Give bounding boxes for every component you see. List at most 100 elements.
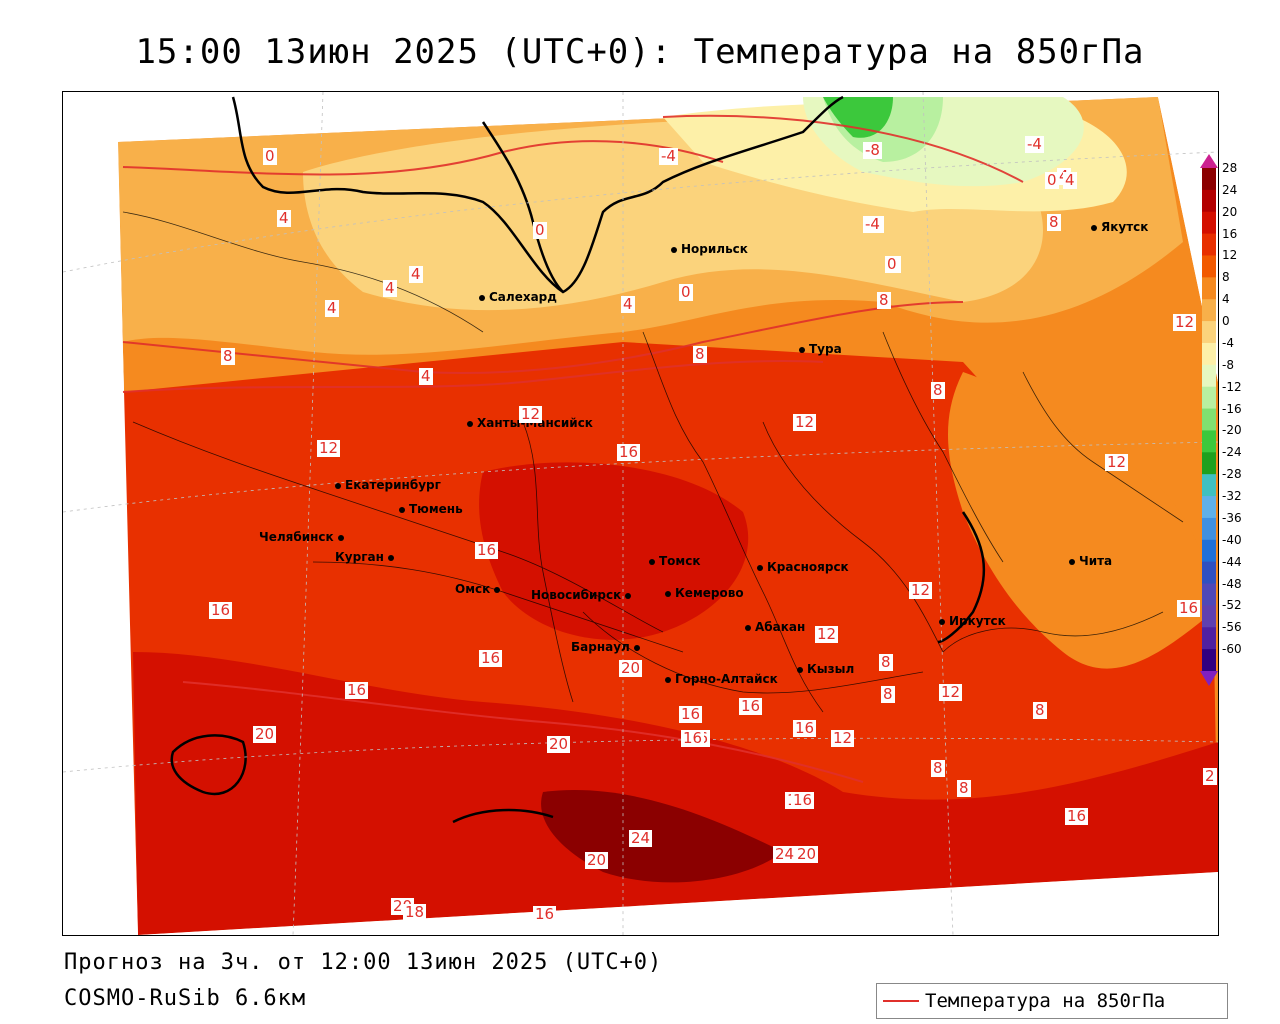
city-marker-icon <box>479 294 485 301</box>
contour-label: -4 <box>863 215 882 233</box>
colorbar-segment <box>1202 496 1216 519</box>
contour-label: 0 <box>263 147 277 165</box>
contour-label: 16 <box>475 541 499 559</box>
map-area[interactable]: Якутск Норильск Салехард Тура Ханты-Манс… <box>62 91 1219 936</box>
contour-label: 20 <box>619 659 643 677</box>
colorbar-segments <box>1202 168 1216 672</box>
city-marker-icon <box>625 592 632 599</box>
city-kurgan: Курган <box>335 550 398 564</box>
colorbar-tick-label: -60 <box>1222 642 1242 657</box>
contour-label: 16 <box>793 719 817 737</box>
colorbar-segment <box>1202 649 1216 672</box>
city-irkutsk: Иркутск <box>939 614 1006 628</box>
contour-label: 8 <box>957 779 971 797</box>
colorbar-segment <box>1202 189 1216 213</box>
contour-label: 4 <box>277 209 291 227</box>
city-marker-icon <box>671 246 677 253</box>
city-tura: Тура <box>799 342 842 356</box>
colorbar-segment <box>1202 408 1216 431</box>
colorbar-tick-label: -44 <box>1222 554 1242 569</box>
city-barnaul: Барнаул <box>571 640 644 654</box>
colorbar-segment <box>1202 474 1216 497</box>
contour-label: 4 <box>419 367 433 385</box>
city-chelyabinsk: Челябинск <box>259 530 348 544</box>
colorbar-tick-label: 12 <box>1222 248 1238 263</box>
city-khanty-mansiysk: Ханты-Мансийск <box>467 416 593 430</box>
colorbar-segment <box>1202 277 1216 300</box>
contour-label: 24 <box>629 829 653 847</box>
city-marker-icon <box>467 420 473 427</box>
contour-label: 0 <box>679 283 693 301</box>
city-tomsk: Томск <box>649 554 701 568</box>
city-kemerovo: Кемерово <box>665 586 744 600</box>
legend-box: Температура на 850гПа <box>876 983 1228 1019</box>
colorbar-segment <box>1202 430 1216 453</box>
contour-label: 8 <box>931 759 945 777</box>
colorbar-segment <box>1202 321 1216 344</box>
colorbar-tick-label: 20 <box>1222 204 1238 219</box>
colorbar-tick-label: -36 <box>1222 510 1242 525</box>
colorbar-segment <box>1202 452 1216 475</box>
contour-label: 16 <box>681 729 705 747</box>
contour-label: 8 <box>1047 213 1061 231</box>
contour-label: 18 <box>403 903 427 921</box>
colorbar-segment <box>1202 255 1216 278</box>
city-marker-icon <box>1091 224 1097 231</box>
city-marker-icon <box>799 346 805 353</box>
colorbar-segment <box>1202 233 1216 256</box>
contour-label: 8 <box>881 685 895 703</box>
contour-label: 16 <box>617 443 641 461</box>
contour-label: 12 <box>317 439 341 457</box>
colorbar-tick-label: -8 <box>1222 357 1234 372</box>
colorbar-tick-label: -48 <box>1222 576 1242 591</box>
contour-label: 0 <box>885 255 899 273</box>
city-yekaterinburg: Екатеринбург <box>335 478 441 492</box>
colorbar-segment <box>1202 605 1216 628</box>
colorbar-segment <box>1202 168 1216 191</box>
colorbar-segment <box>1202 364 1216 388</box>
temperature-field <box>63 92 1218 935</box>
colorbar-tick-label: -20 <box>1222 423 1242 438</box>
contour-label: 12 <box>519 405 543 423</box>
colorbar-tick-label: 24 <box>1222 182 1238 197</box>
colorbar-tick-label: 28 <box>1222 161 1238 175</box>
contour-label: 8 <box>1033 701 1047 719</box>
contour-label: 8 <box>879 653 893 671</box>
colorbar-tick-label: -12 <box>1222 379 1242 394</box>
contour-label: 24 <box>773 845 797 863</box>
contour-label: 12 <box>815 625 839 643</box>
colorbar-tick-label: -52 <box>1222 598 1242 613</box>
colorbar-top-arrow <box>1200 154 1218 168</box>
model-name: COSMO-RuSib 6.6км <box>64 986 307 1011</box>
contour-label: 8 <box>221 347 235 365</box>
city-marker-icon <box>387 554 394 561</box>
contour-label: 20 <box>585 851 609 869</box>
colorbar-tick-label: -28 <box>1222 467 1242 482</box>
colorbar-segment <box>1202 561 1216 585</box>
city-marker-icon <box>633 644 640 651</box>
colorbar-tick-label: -56 <box>1222 620 1242 635</box>
forecast-info: Прогноз на 3ч. от 12:00 13июн 2025 (UTC+… <box>64 950 663 975</box>
city-novosibirsk: Новосибирск <box>531 588 635 602</box>
legend-line-swatch <box>883 1000 919 1002</box>
contour-label: 12 <box>1173 313 1197 331</box>
contour-label: 12 <box>909 581 933 599</box>
colorbar-tick-label: -16 <box>1222 401 1242 416</box>
city-salekhard: Салехард <box>479 290 557 304</box>
city-yakutsk: Якутск <box>1091 220 1148 234</box>
contour-label: 12 <box>1105 453 1129 471</box>
city-marker-icon <box>757 564 763 571</box>
city-marker-icon <box>1069 558 1075 565</box>
colorbar-tick-label: 4 <box>1222 292 1230 307</box>
contour-label: 16 <box>479 649 503 667</box>
contour-label: 16 <box>209 601 233 619</box>
contour-label: -8 <box>863 141 882 159</box>
city-marker-icon <box>797 666 803 673</box>
colorbar-tick-label: -24 <box>1222 445 1242 460</box>
city-marker-icon <box>335 482 341 489</box>
map-title: 15:00 13июн 2025 (UTC+0): Температура на… <box>135 32 1145 72</box>
city-norilsk: Норильск <box>671 242 748 256</box>
city-marker-icon <box>649 558 655 565</box>
city-kyzyl: Кызыл <box>797 662 854 676</box>
city-marker-icon <box>745 624 751 631</box>
